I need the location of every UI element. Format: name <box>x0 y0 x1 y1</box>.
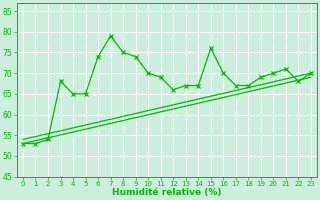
X-axis label: Humidité relative (%): Humidité relative (%) <box>112 188 222 197</box>
